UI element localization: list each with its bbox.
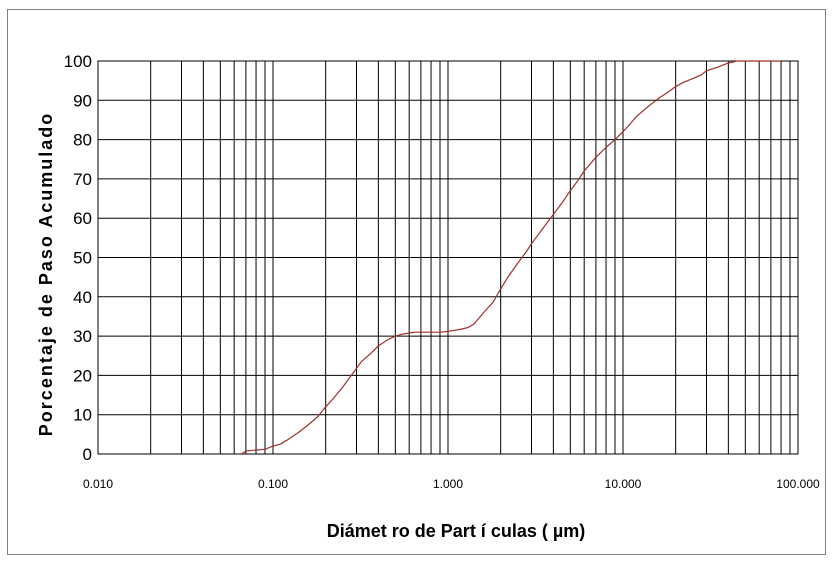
series-group [241,60,781,455]
x-tick-label: 0.100 [258,477,288,491]
particle-size-chart: 0 10 20 30 40 50 60 70 80 90 100 0.010 0.100 1.000 10… [36,52,820,541]
y-tick-label: 100 [64,52,92,71]
x-tick-label: 100.000 [776,477,820,491]
series-line [241,60,781,455]
x-tick-labels: 0.010 0.100 1.000 10.000 100.000 [83,477,820,491]
x-tick-label: 1.000 [433,477,463,491]
x-axis-title: Diámet ro de Part í culas ( µm) [327,521,585,541]
plot-border [97,60,799,455]
y-tick-label: 90 [73,91,92,110]
y-tick-label: 10 [73,406,92,425]
y-tick-label: 80 [73,131,92,150]
y-tick-label: 50 [73,249,92,268]
y-tick-label: 60 [73,209,92,228]
chart-frame: 0 10 20 30 40 50 60 70 80 90 100 0.010 0.100 1.000 10… [7,9,826,555]
y-tick-label: 0 [83,445,92,464]
y-tick-label: 70 [73,170,92,189]
y-tick-label: 40 [73,288,92,307]
y-tick-labels: 0 10 20 30 40 50 60 70 80 90 100 [64,52,92,464]
y-tick-label: 30 [73,327,92,346]
plot-area [97,60,799,455]
grid-lines [97,60,798,455]
x-tick-label: 10.000 [605,477,642,491]
x-tick-label: 0.010 [83,477,113,491]
y-tick-label: 20 [73,366,92,385]
y-axis-title: Porcentaje de Paso Acumulado [36,112,56,436]
